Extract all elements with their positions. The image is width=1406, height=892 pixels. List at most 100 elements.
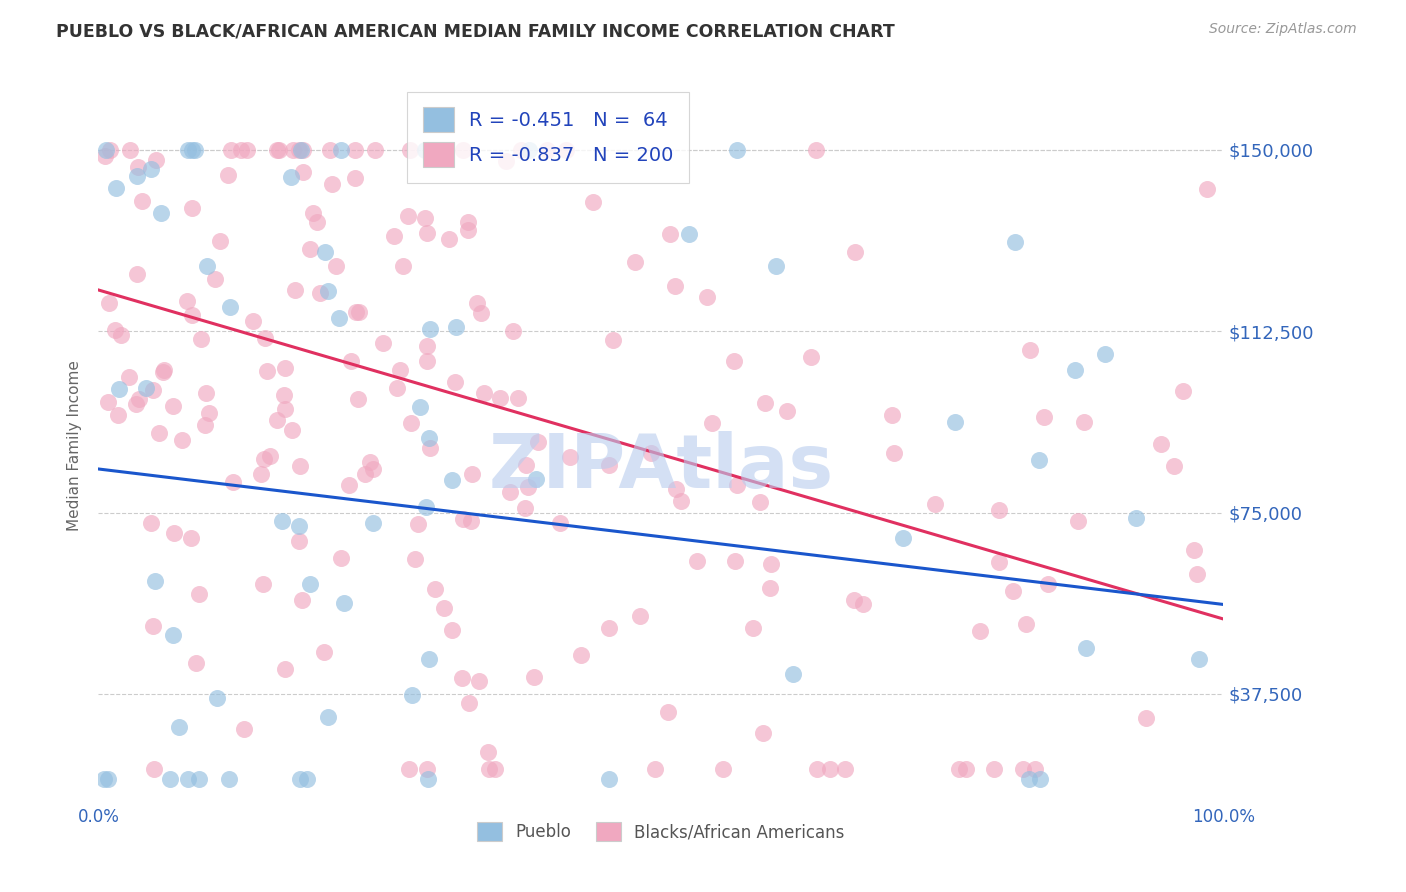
Point: [194, 417, 217, 432]
Point: [441, 473, 464, 487]
Point: [517, 143, 540, 157]
Point: [834, 762, 856, 776]
Point: [396, 209, 419, 223]
Point: [309, 286, 332, 301]
Point: [209, 234, 232, 248]
Point: [388, 363, 411, 377]
Point: [259, 450, 281, 464]
Point: [105, 181, 128, 195]
Point: [242, 314, 264, 328]
Point: [104, 323, 127, 337]
Point: [451, 671, 474, 685]
Point: [301, 205, 323, 219]
Point: [1019, 343, 1042, 357]
Point: [515, 458, 537, 472]
Point: [1188, 651, 1211, 665]
Point: [554, 143, 576, 157]
Point: [800, 351, 823, 365]
Point: [598, 772, 620, 786]
Point: [423, 582, 446, 596]
Point: [401, 688, 423, 702]
Point: [142, 762, 165, 776]
Point: [498, 485, 520, 500]
Point: [288, 143, 311, 157]
Point: [1024, 762, 1046, 776]
Text: Source: ZipAtlas.com: Source: ZipAtlas.com: [1209, 22, 1357, 37]
Point: [415, 500, 437, 515]
Point: [392, 260, 415, 274]
Point: [288, 772, 311, 786]
Point: [195, 259, 218, 273]
Point: [451, 512, 474, 526]
Point: [269, 143, 291, 157]
Point: [177, 772, 200, 786]
Point: [118, 370, 141, 384]
Point: [413, 143, 436, 157]
Point: [419, 441, 441, 455]
Point: [413, 211, 436, 226]
Point: [524, 472, 547, 486]
Point: [162, 399, 184, 413]
Point: [229, 143, 252, 157]
Point: [290, 143, 312, 157]
Point: [444, 319, 467, 334]
Point: [883, 446, 905, 460]
Point: [754, 395, 776, 409]
Point: [145, 574, 167, 588]
Point: [181, 308, 204, 322]
Point: [1018, 772, 1040, 786]
Point: [1094, 347, 1116, 361]
Point: [188, 587, 211, 601]
Point: [280, 170, 302, 185]
Point: [495, 153, 517, 168]
Point: [723, 354, 745, 368]
Point: [127, 161, 149, 175]
Point: [316, 284, 339, 298]
Point: [1028, 452, 1050, 467]
Point: [398, 762, 420, 776]
Point: [416, 227, 439, 241]
Point: [752, 726, 775, 740]
Point: [506, 391, 529, 405]
Point: [330, 551, 353, 566]
Point: [439, 232, 461, 246]
Point: [416, 354, 439, 368]
Point: [107, 408, 129, 422]
Point: [148, 425, 170, 440]
Point: [256, 364, 278, 378]
Point: [142, 383, 165, 397]
Point: [686, 554, 709, 568]
Point: [290, 593, 312, 607]
Point: [180, 531, 202, 545]
Point: [299, 242, 322, 256]
Point: [363, 516, 385, 531]
Point: [988, 556, 1011, 570]
Point: [418, 652, 440, 666]
Point: [222, 475, 245, 489]
Point: [181, 201, 204, 215]
Point: [725, 143, 748, 157]
Point: [399, 143, 422, 157]
Point: [292, 165, 315, 179]
Point: [536, 143, 558, 157]
Point: [98, 296, 121, 310]
Point: [274, 662, 297, 676]
Point: [955, 762, 977, 776]
Point: [288, 459, 311, 474]
Point: [451, 143, 474, 157]
Point: [527, 435, 550, 450]
Point: [987, 503, 1010, 517]
Point: [725, 478, 748, 492]
Point: [340, 354, 363, 368]
Text: ZIPAtlas: ZIPAtlas: [488, 431, 834, 504]
Point: [472, 385, 495, 400]
Point: [371, 335, 394, 350]
Point: [94, 148, 117, 162]
Point: [765, 259, 787, 273]
Point: [97, 395, 120, 409]
Point: [347, 305, 370, 319]
Point: [281, 143, 304, 157]
Point: [135, 381, 157, 395]
Point: [204, 271, 226, 285]
Point: [236, 143, 259, 157]
